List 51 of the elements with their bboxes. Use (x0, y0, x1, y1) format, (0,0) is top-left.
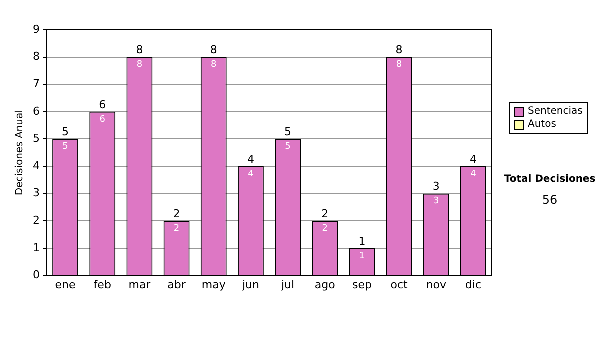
x-tick-label: sep (352, 278, 372, 292)
data-label: 3 (434, 196, 440, 207)
x-tick-label: oct (390, 278, 409, 292)
x-tick-label: jun (241, 278, 260, 292)
y-tick-label: 9 (33, 22, 40, 36)
data-label: 5 (285, 142, 291, 152)
data-label: 8 (396, 60, 402, 70)
x-tick-label: feb (94, 278, 112, 292)
total-label: 3 (432, 180, 440, 194)
text: 56 (541, 192, 559, 209)
y-tick-label: 2 (33, 214, 40, 228)
data-label: 4 (470, 169, 477, 180)
total-label: 5 (62, 126, 70, 139)
y-axis-title: Decisiones Anual (14, 110, 26, 196)
y-tick-label: 7 (33, 77, 40, 90)
x-tick-label: ene (55, 278, 76, 292)
y-tick-label: 0 (33, 268, 40, 282)
data-label: 2 (322, 224, 328, 234)
total-label: 8 (136, 44, 144, 57)
y-tick-label: 6 (33, 104, 40, 118)
legend-label: Autos (528, 118, 556, 131)
total-label: 2 (322, 208, 329, 221)
x-tick-label: dic (465, 278, 482, 292)
total-label: 1 (358, 234, 366, 248)
legend-label: Sentencias (528, 105, 583, 118)
total-label: 8 (396, 44, 403, 57)
data-label: 8 (211, 60, 218, 70)
text: Total Decisiones (503, 173, 597, 187)
data-label: 5 (62, 142, 68, 152)
total-label: 6 (99, 98, 106, 112)
data-label: 4 (248, 169, 254, 180)
y-tick-label: 5 (33, 132, 40, 146)
x-tick-label: ago (314, 278, 336, 292)
total-label: 4 (470, 152, 477, 166)
y-tick-label: 8 (33, 50, 40, 64)
x-tick-label: nov (426, 278, 447, 292)
data-label: 6 (100, 114, 106, 125)
data-label: 2 (174, 224, 180, 234)
x-tick-label: jul (280, 278, 295, 292)
y-tick-label: 3 (33, 186, 40, 200)
y-tick-label: 1 (33, 241, 40, 254)
total-label: 5 (284, 126, 292, 139)
data-label: 1 (359, 251, 366, 262)
y-tick-label: 4 (33, 159, 40, 172)
total-label: 4 (247, 152, 254, 166)
x-tick-label: abr (168, 278, 186, 292)
x-tick-label: may (202, 278, 226, 292)
total-label: 2 (173, 208, 180, 221)
x-tick-label: mar (128, 278, 152, 292)
data-label: 8 (136, 60, 143, 70)
total-label: 8 (210, 44, 218, 57)
